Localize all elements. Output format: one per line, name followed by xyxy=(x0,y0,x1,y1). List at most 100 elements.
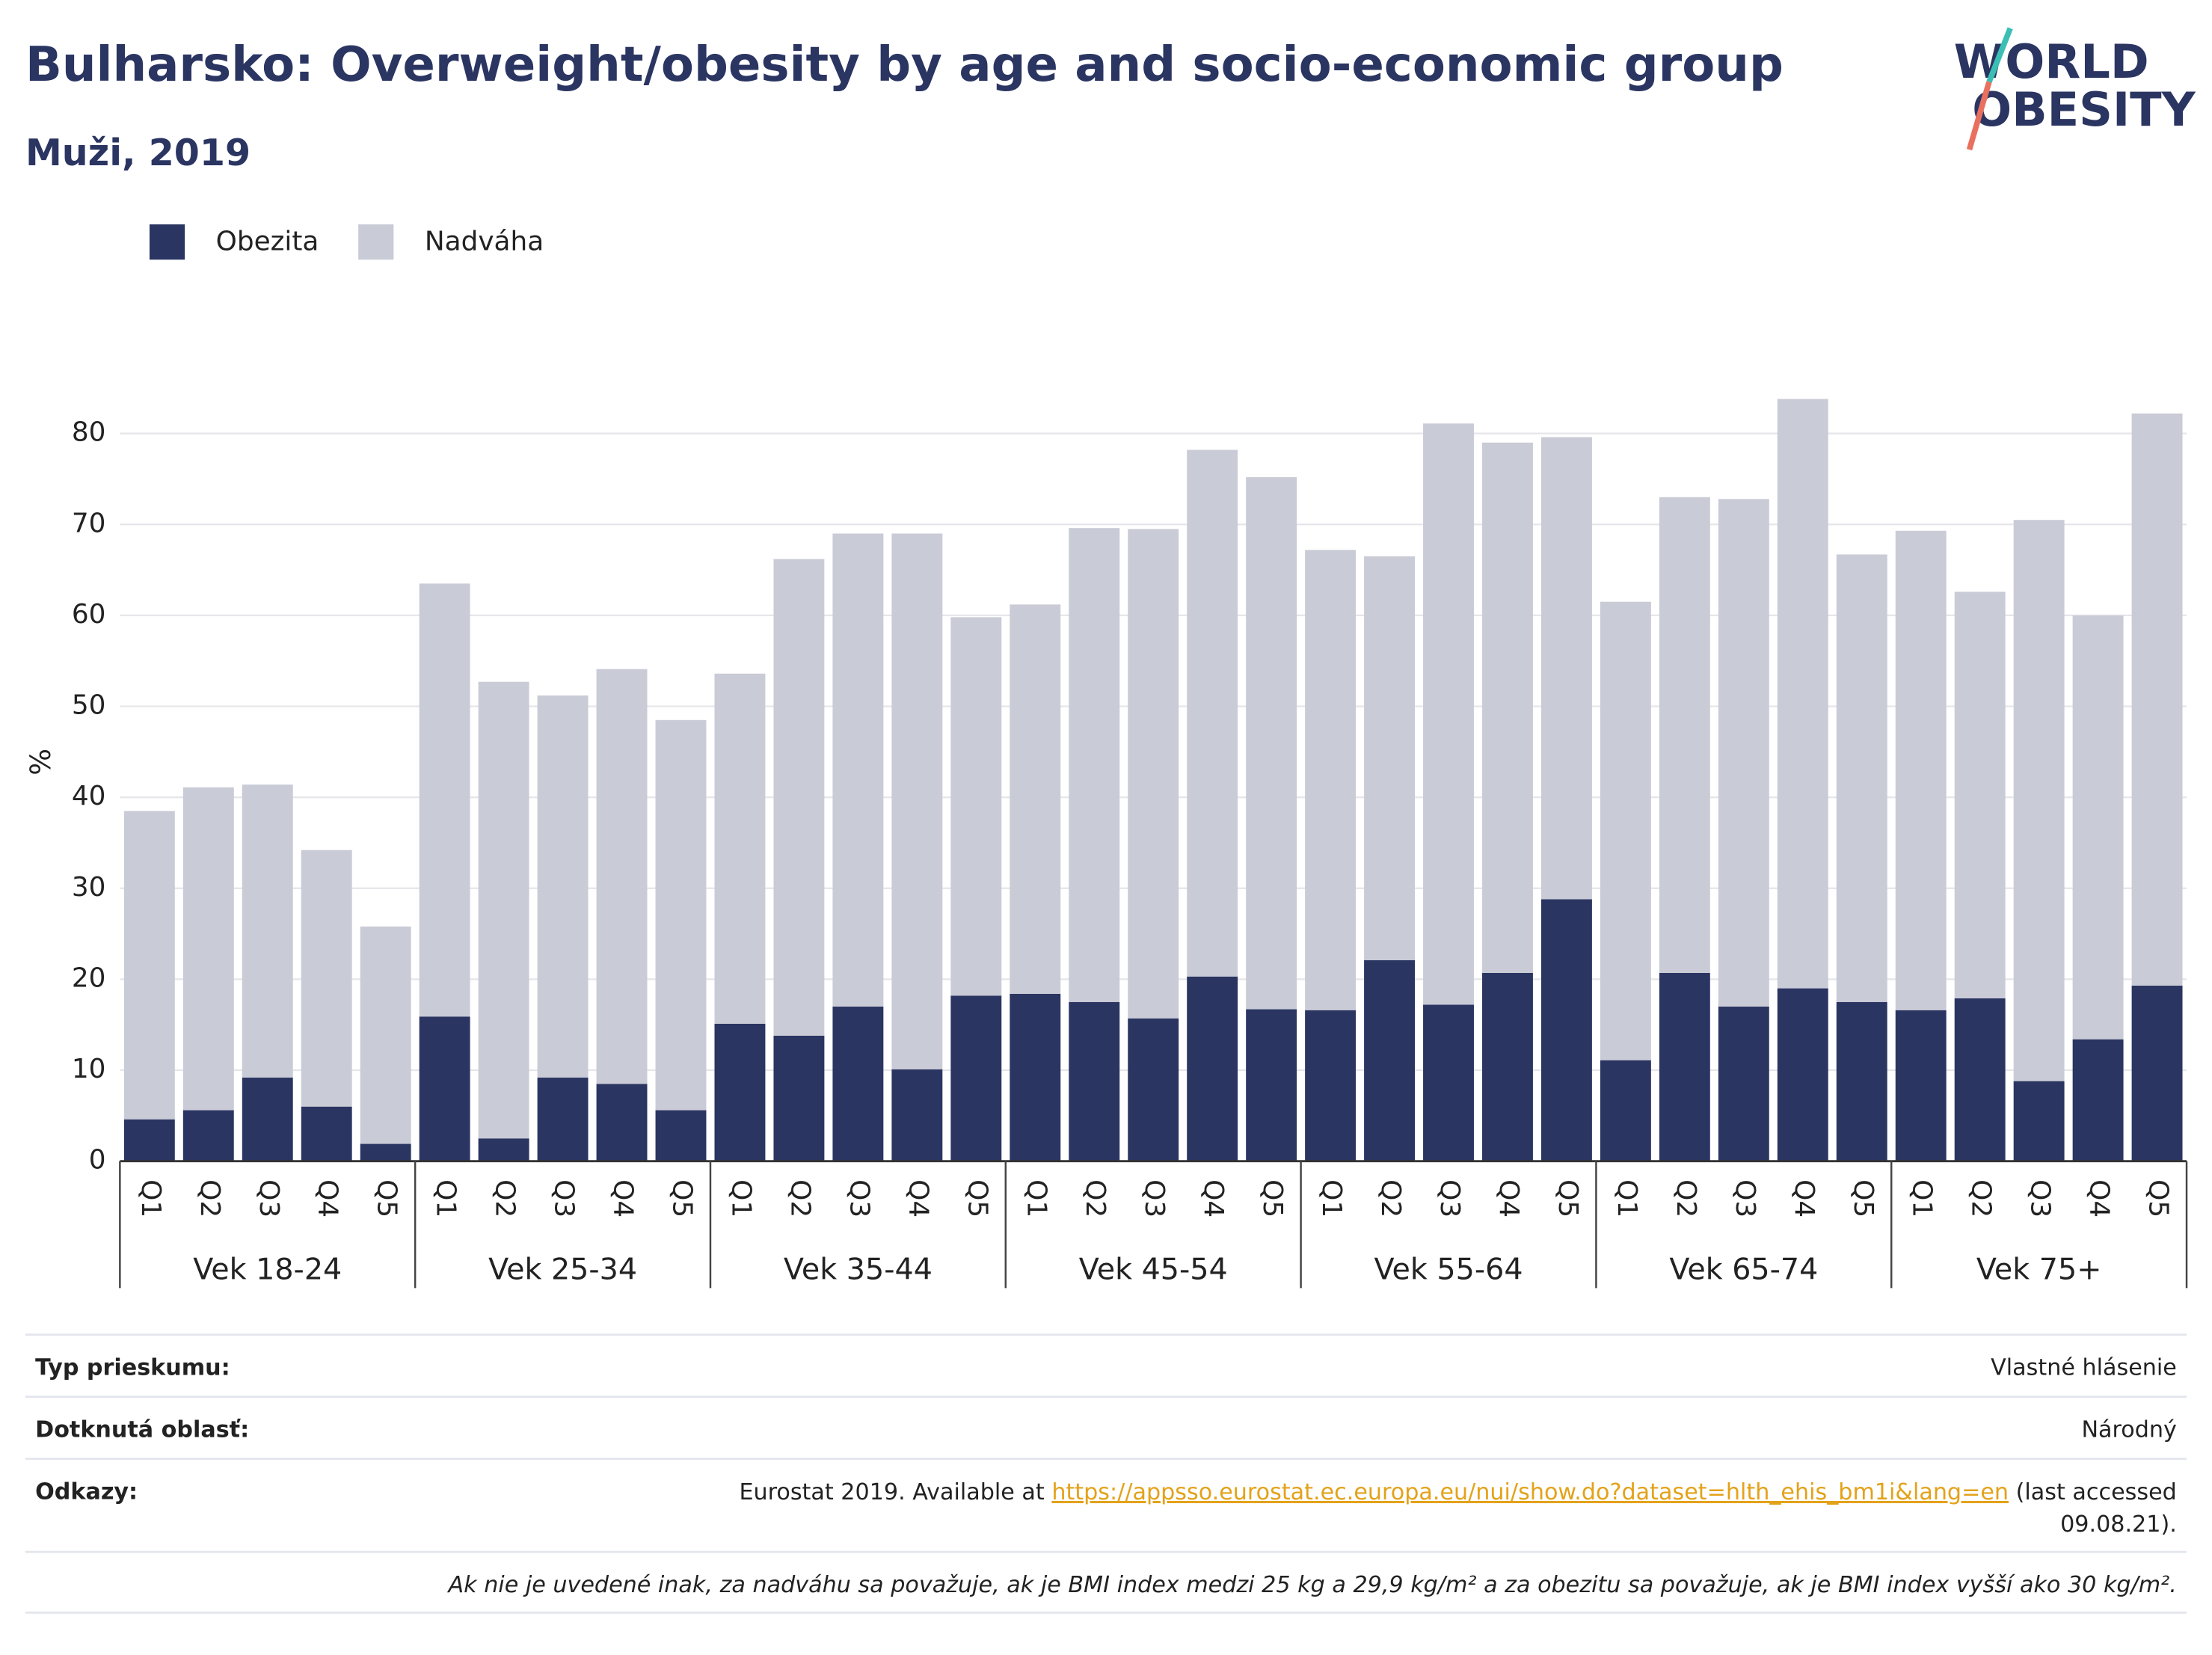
bar-segment xyxy=(537,695,589,1078)
logo: WORLD OBESITY xyxy=(1954,27,2196,151)
x-tick-label: Q2 xyxy=(1671,1179,1701,1218)
bar-segment xyxy=(301,1106,352,1161)
bar-segment xyxy=(301,850,352,1107)
bar-segment xyxy=(123,811,175,1120)
y-tick-label: 40 xyxy=(72,781,106,811)
x-tick-label: Q3 xyxy=(1730,1179,1760,1218)
x-tick-label: Q3 xyxy=(1434,1179,1465,1218)
legend-swatch xyxy=(358,224,394,260)
bar-segment xyxy=(596,1084,648,1161)
bar-segment xyxy=(1305,1010,1357,1161)
bar-segment xyxy=(832,1006,884,1161)
bar-segment xyxy=(1777,988,1828,1161)
y-tick-label: 10 xyxy=(72,1054,106,1084)
bar-segment xyxy=(2131,985,2183,1161)
bar-segment xyxy=(537,1077,589,1161)
bar-segment xyxy=(832,533,884,1007)
bar-segment xyxy=(1718,1006,1769,1161)
logo-slash xyxy=(1966,81,1992,151)
bar-segment xyxy=(950,617,1002,996)
x-tick-label: Q5 xyxy=(666,1179,697,1218)
logo-slash xyxy=(1986,27,2013,83)
x-tick-label: Q2 xyxy=(1080,1179,1110,1218)
bar-segment xyxy=(773,1035,825,1161)
bar-segment xyxy=(1954,998,2006,1161)
x-tick-label: Q2 xyxy=(490,1179,520,1218)
y-tick-label: 0 xyxy=(89,1145,106,1176)
x-tick-label: Q3 xyxy=(1139,1179,1170,1218)
bar-segment xyxy=(1128,1018,1179,1161)
group-label: Vek 45-54 xyxy=(1079,1252,1228,1286)
x-tick-label: Q1 xyxy=(1316,1179,1347,1218)
bar-segment xyxy=(1364,556,1416,960)
y-tick-label: 70 xyxy=(72,508,106,538)
bar-segment xyxy=(1540,437,1592,900)
bar-segment xyxy=(242,784,293,1078)
bar-segment xyxy=(1659,972,1710,1161)
x-tick-label: Q5 xyxy=(962,1179,992,1218)
bar-segment xyxy=(1600,601,1651,1060)
bar-segment xyxy=(1836,554,1887,1002)
x-tick-label: Q3 xyxy=(549,1179,580,1218)
x-tick-label: Q4 xyxy=(2084,1179,2115,1218)
bar-segment xyxy=(1718,499,1769,1007)
group-label: Vek 18-24 xyxy=(193,1252,342,1286)
bar-segment xyxy=(1482,972,1533,1161)
bar-segment xyxy=(1305,550,1357,1010)
bar-segment xyxy=(123,1119,175,1161)
bar-segment xyxy=(2072,615,2124,1040)
group-label: Vek 65-74 xyxy=(1669,1252,1818,1286)
x-tick-label: Q2 xyxy=(1966,1179,1997,1218)
x-tick-label: Q2 xyxy=(1375,1179,1406,1218)
bar-segment xyxy=(2072,1039,2124,1161)
group-label: Vek 35-44 xyxy=(784,1252,933,1286)
bar-segment xyxy=(596,669,648,1084)
legend-label: Obezita xyxy=(216,227,319,257)
x-tick-label: Q1 xyxy=(1612,1179,1642,1218)
logo-text: WORLD xyxy=(1954,34,2149,89)
x-tick-label: Q3 xyxy=(844,1179,874,1218)
y-axis-label: % xyxy=(24,749,57,776)
bar-segment xyxy=(478,1138,529,1161)
bar-segment xyxy=(714,673,766,1025)
reference-text: Eurostat 2019. Available at https://apps… xyxy=(739,1479,2176,1505)
x-tick-label: Q5 xyxy=(1257,1179,1288,1218)
bar-segment xyxy=(1246,1009,1297,1161)
bar-segment xyxy=(1540,899,1592,1161)
bar-segment xyxy=(1069,528,1120,1002)
logo-text: OBESITY xyxy=(1972,82,2196,137)
bar-segment xyxy=(1895,1010,1947,1161)
group-label: Vek 25-34 xyxy=(488,1252,637,1286)
bar-segment xyxy=(1187,449,1238,977)
reference-link[interactable]: https://appsso.eurostat.ec.europa.eu/nui… xyxy=(1051,1479,2009,1505)
bar-segment xyxy=(655,719,707,1111)
y-tick-label: 30 xyxy=(72,872,106,903)
legend-swatch xyxy=(149,224,185,260)
bar-segment xyxy=(1482,442,1533,973)
table-value: Národný xyxy=(2081,1416,2176,1443)
group-label: Vek 75+ xyxy=(1976,1252,2102,1286)
table-label: Dotknutá oblasť: xyxy=(35,1416,249,1443)
reference-prefix: Eurostat 2019. Available at xyxy=(739,1479,1051,1505)
x-tick-label: Q1 xyxy=(725,1179,756,1218)
x-tick-label: Q3 xyxy=(254,1179,284,1218)
bar-segment xyxy=(1423,1004,1474,1161)
x-tick-label: Q1 xyxy=(135,1179,166,1218)
bar-segment xyxy=(182,787,234,1111)
bar-segment xyxy=(360,926,411,1144)
x-tick-label: Q1 xyxy=(1021,1179,1051,1218)
x-tick-label: Q5 xyxy=(1848,1179,1878,1218)
bar-segment xyxy=(419,1016,470,1161)
y-tick-label: 60 xyxy=(72,599,106,630)
x-tick-label: Q2 xyxy=(784,1179,815,1218)
x-tick-label: Q3 xyxy=(2025,1179,2056,1218)
bar-segment xyxy=(478,681,529,1139)
bar-segment xyxy=(1364,959,1416,1161)
x-tick-label: Q5 xyxy=(1552,1179,1583,1218)
bar-segment xyxy=(182,1110,234,1161)
group-label: Vek 55-64 xyxy=(1374,1252,1523,1286)
bar-segment xyxy=(419,583,470,1017)
bar-segment xyxy=(1895,530,1947,1010)
x-tick-label: Q5 xyxy=(2143,1179,2174,1218)
